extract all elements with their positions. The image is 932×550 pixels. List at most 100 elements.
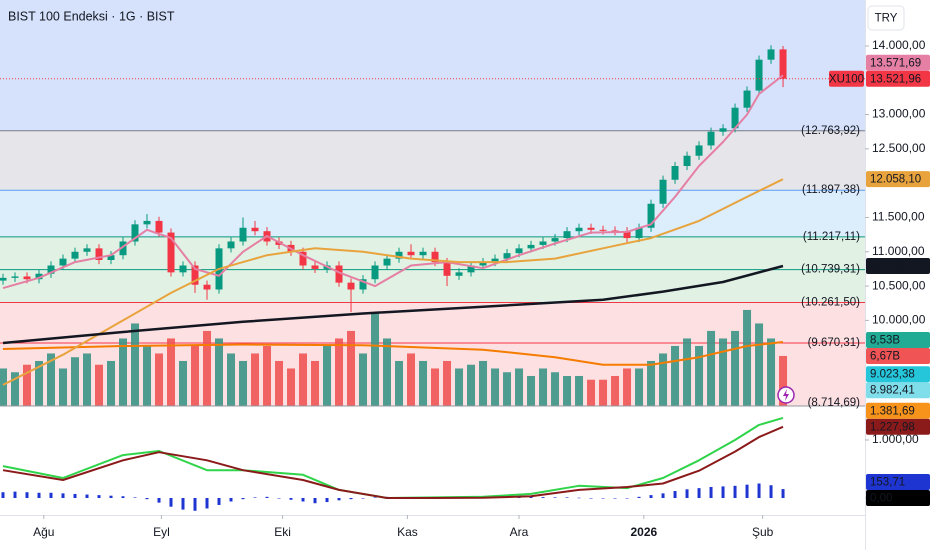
candle-body [419,251,427,256]
volume-bar [203,330,212,406]
candle-body [395,251,403,259]
price-label-box [866,258,930,275]
volume-bar [659,353,668,406]
volume-bar [575,375,584,406]
volume-bar [119,338,128,406]
candle-body [587,227,595,230]
candle-body [563,231,571,239]
moving-average [2,178,784,386]
candle-body [95,248,103,261]
histogram-bar [721,486,725,499]
y-tick-label: 12.500,00 [872,141,926,155]
histogram-bar [589,498,593,499]
volume-bar [311,360,320,406]
volume-bar [491,368,500,406]
volume-bar [743,309,752,406]
volume-bar [299,353,308,406]
histogram-bar [337,498,341,501]
candle-body [431,251,439,263]
candle-body [503,253,511,259]
histogram-bar [361,498,365,499]
histogram-bar [85,494,89,499]
histogram-bar [745,484,749,499]
histogram-bar [637,496,641,499]
macd-line [2,425,784,499]
histogram-bar [49,492,53,499]
volume-bar [467,364,476,406]
candle-body [83,248,91,252]
histogram-bar [229,498,233,502]
volume-bar [383,338,392,406]
level-label: (8.714,69) [808,397,861,409]
candle-body [299,251,307,266]
y-tick-label: 11.000,00 [872,244,925,258]
volume-bar [59,368,68,406]
histogram-bar [349,498,353,500]
volume-bar [719,338,728,406]
price-label-box [866,331,930,348]
price-label: 1.227,98 [870,421,915,433]
candle-body [311,265,319,269]
price-label: 13.521,96 [870,73,921,85]
symbol-box [829,70,864,87]
price-label: 6,67B [870,350,900,362]
candle-body [767,49,775,60]
volume-bar [359,353,368,406]
price-label: 153,71 [870,477,905,489]
price-label-box [866,382,930,399]
volume-bar [335,338,344,406]
histogram-bar [37,492,41,499]
candle-body [119,241,127,256]
histogram-bar [673,491,677,499]
candle-body [71,251,79,259]
candle-body [635,227,643,239]
volume-layer [0,309,788,406]
price-label-box [866,490,930,507]
candle-body [611,230,619,232]
histogram-bar [529,496,533,499]
candle-body [359,279,367,290]
zone [0,130,865,191]
y-tick-label: 11.500,00 [872,210,925,224]
volume-bar [503,372,512,406]
currency-button[interactable] [867,5,905,31]
histogram-bar [277,498,281,499]
price-label-box [866,402,930,419]
candle-body [131,224,139,242]
flash-bolt[interactable] [783,389,789,401]
price-label-box [866,366,930,383]
candle-body [47,265,55,274]
histogram-bar [733,485,737,499]
volume-bar [239,360,248,406]
price-label: 12.058,10 [870,174,921,186]
x-tick-label: Eki [274,525,291,539]
histogram-bar [241,498,245,500]
volume-bar [707,330,716,406]
y-tick-label: 14.000,00 [872,38,926,52]
macd-layer [1,416,785,511]
candle-body [143,220,151,225]
flash-icon[interactable] [777,386,795,404]
volume-bar [647,360,656,406]
level-label: (10.739,31) [801,264,860,276]
histogram-bar [625,498,629,499]
currency[interactable]: TRY [875,13,898,25]
histogram-bar [613,498,617,499]
axis-layer: (12.763,92) (11.897,38) (11.217,11) (10.739… [33,38,930,539]
volume-bar [407,353,416,406]
candle-body [383,258,391,266]
price-label: 8.982,41 [870,385,915,397]
volume-bar [479,360,488,406]
y-tick-label: 10.500,00 [872,278,926,292]
volume-bar [695,345,704,406]
candle-body [203,284,211,290]
level-label: (11.897,38) [802,184,860,196]
volume-bar [0,368,8,406]
candle-body [191,265,199,285]
volume-ma [2,341,784,366]
histogram-bar [373,497,377,499]
y-tick-label: 13.000,00 [872,107,926,121]
volume-bar [551,372,560,406]
candle-body [167,232,175,273]
